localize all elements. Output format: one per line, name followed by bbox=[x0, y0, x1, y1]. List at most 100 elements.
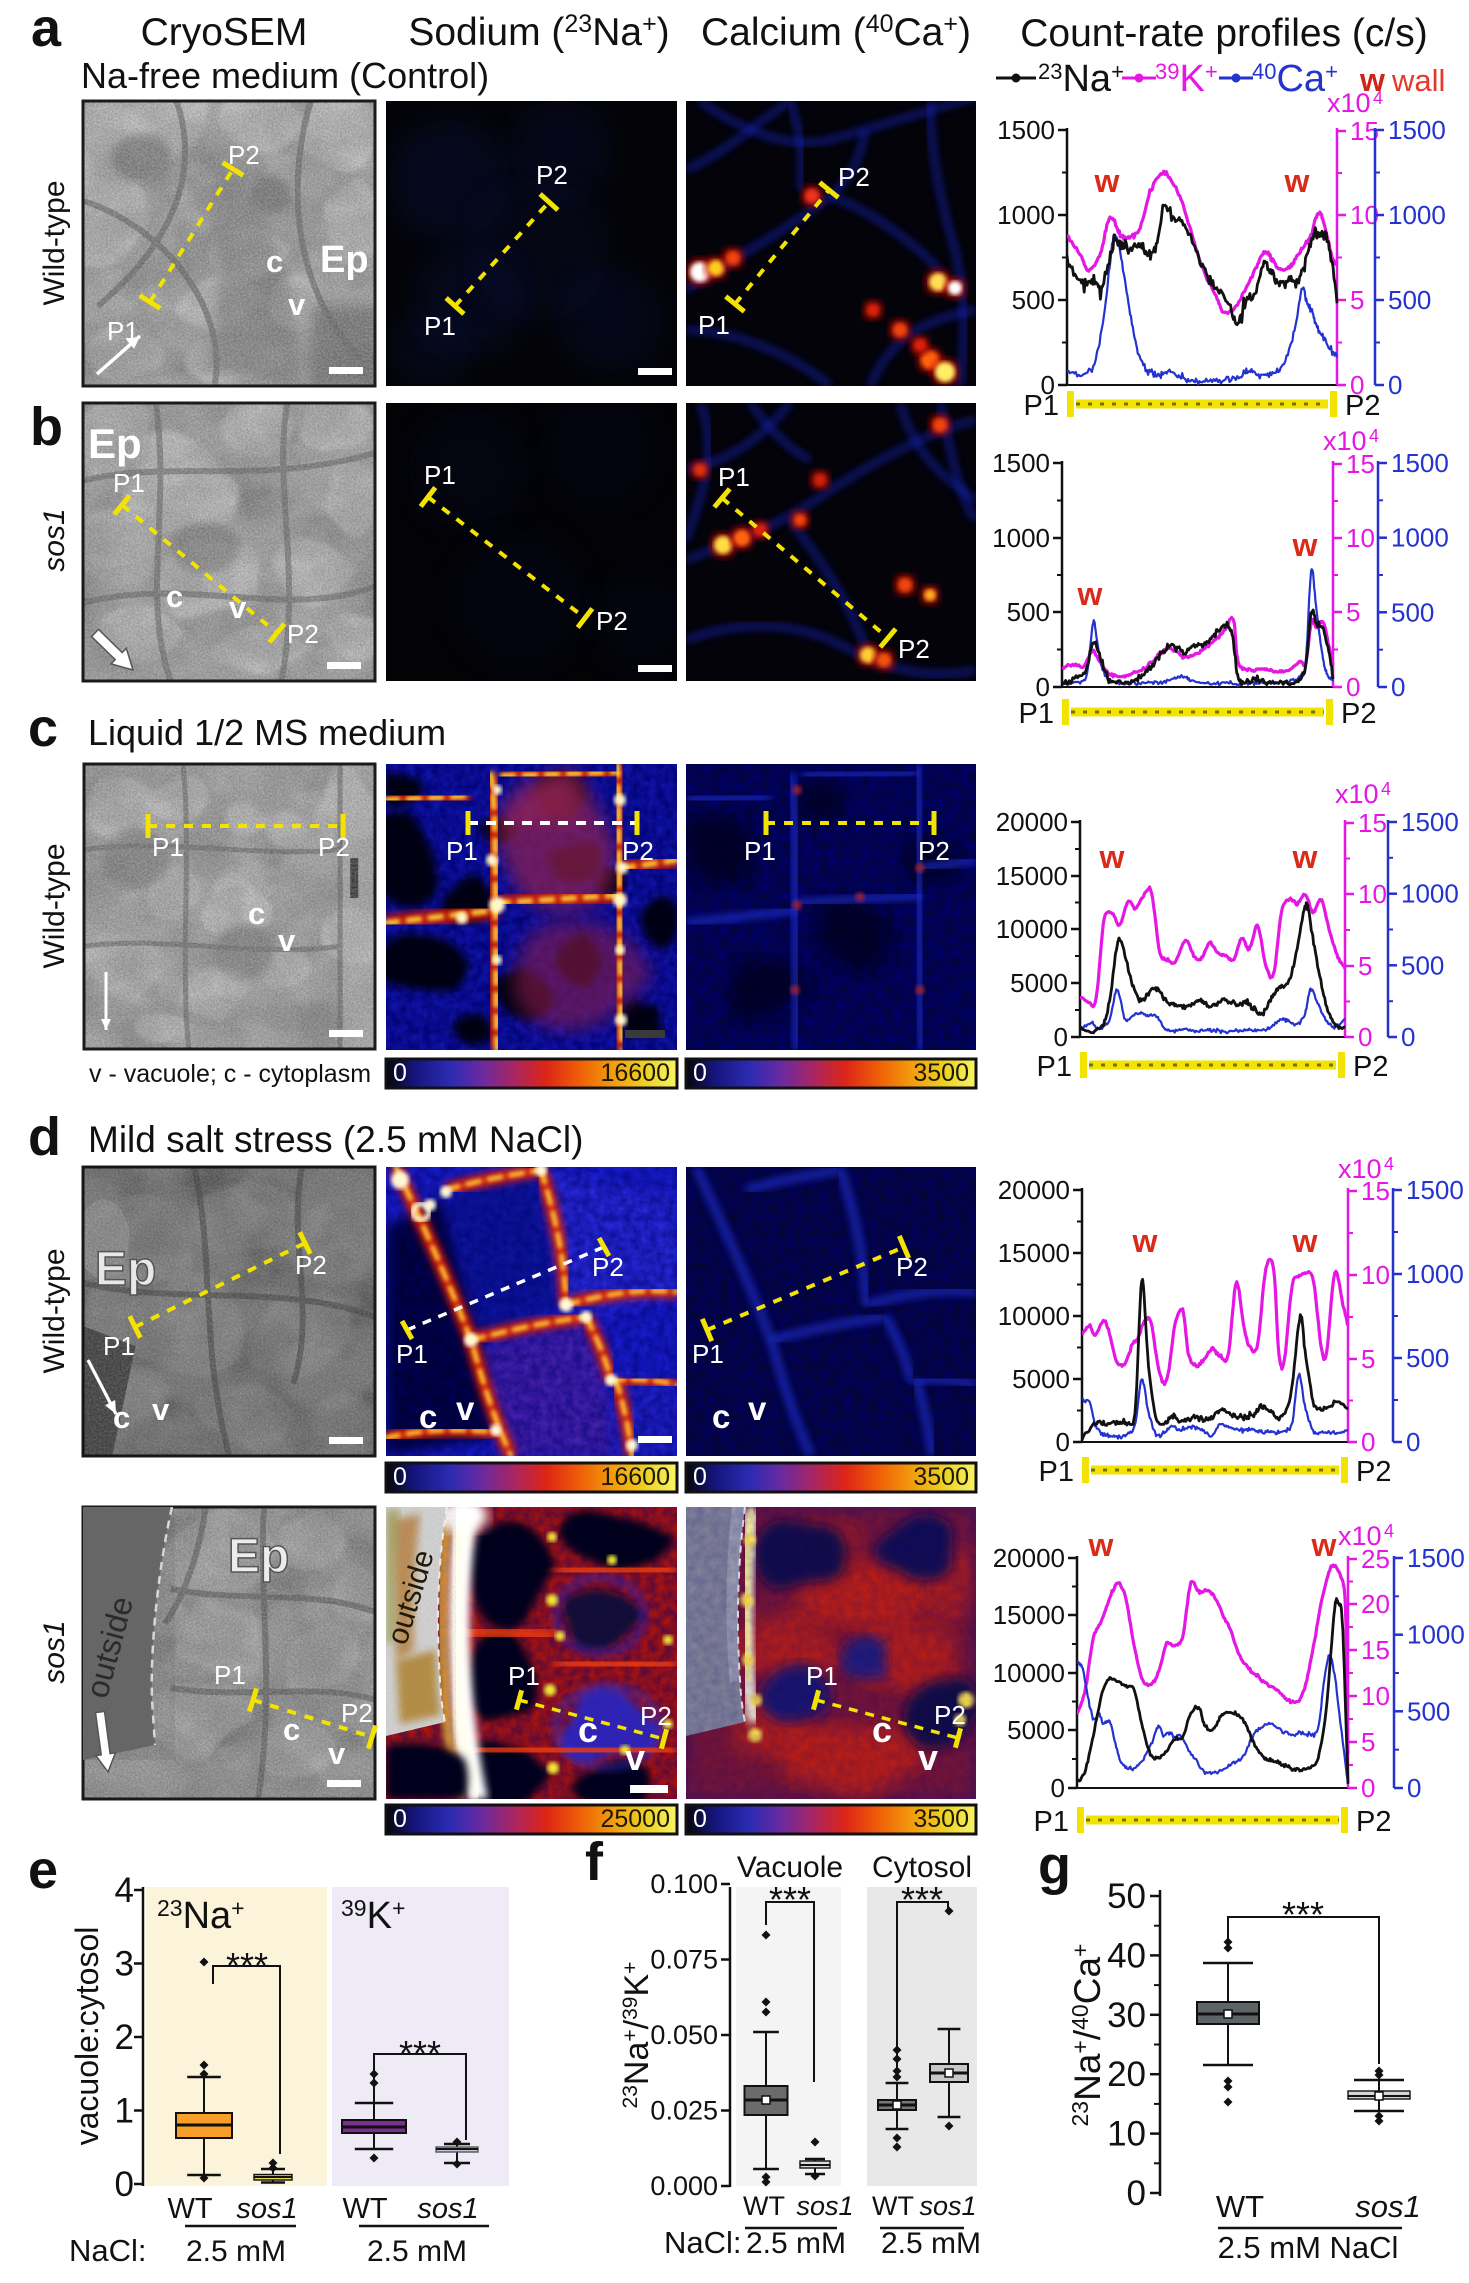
svg-text:Wild-type: Wild-type bbox=[38, 1248, 71, 1373]
svg-text:0: 0 bbox=[1391, 672, 1405, 702]
svg-text:Ep: Ep bbox=[88, 420, 142, 467]
svg-text:3500: 3500 bbox=[913, 1805, 969, 1833]
svg-text:0: 0 bbox=[1407, 1773, 1421, 1803]
svg-text:0: 0 bbox=[115, 2165, 134, 2204]
svg-text:2.5 mM NaCl: 2.5 mM NaCl bbox=[1218, 2230, 1399, 2265]
svg-text:10: 10 bbox=[1358, 879, 1387, 909]
svg-text:15: 15 bbox=[1346, 449, 1375, 479]
svg-text:P2: P2 bbox=[898, 634, 930, 664]
svg-text:Cytosol: Cytosol bbox=[872, 1851, 972, 1884]
svg-text:g: g bbox=[1038, 1836, 1071, 1896]
svg-text:0: 0 bbox=[1388, 370, 1402, 400]
svg-text:c: c bbox=[166, 579, 183, 614]
svg-text:1000: 1000 bbox=[1406, 1259, 1464, 1289]
svg-text:x10: x10 bbox=[1338, 1521, 1382, 1551]
svg-text:15000: 15000 bbox=[993, 1600, 1065, 1630]
svg-text:***: *** bbox=[399, 2033, 441, 2074]
svg-text:10: 10 bbox=[1346, 523, 1375, 553]
svg-text:w: w bbox=[1088, 1527, 1114, 1563]
svg-text:Wild-type: Wild-type bbox=[38, 843, 71, 968]
svg-text:Liquid 1/2 MS medium: Liquid 1/2 MS medium bbox=[88, 712, 446, 753]
svg-text:c: c bbox=[266, 244, 283, 279]
svg-text:5000: 5000 bbox=[1012, 1364, 1070, 1394]
svg-text:w: w bbox=[1077, 576, 1103, 612]
svg-text:39K+: 39K+ bbox=[1155, 58, 1218, 100]
svg-text:23Na+/39K+: 23Na+/39K+ bbox=[618, 1962, 656, 2109]
svg-text:3500: 3500 bbox=[913, 1463, 969, 1491]
svg-text:23Na+: 23Na+ bbox=[1038, 58, 1124, 100]
svg-text:sos1: sos1 bbox=[236, 2193, 297, 2225]
svg-text:v: v bbox=[152, 1392, 170, 1427]
svg-text:16600: 16600 bbox=[600, 1463, 670, 1491]
svg-text:d: d bbox=[28, 1107, 61, 1167]
svg-text:x10: x10 bbox=[1323, 426, 1367, 456]
svg-text:P1: P1 bbox=[1034, 1806, 1069, 1838]
svg-text:P1: P1 bbox=[698, 310, 730, 340]
svg-text:P2: P2 bbox=[934, 1700, 966, 1730]
svg-text:c: c bbox=[248, 896, 265, 931]
svg-text:0: 0 bbox=[1361, 1427, 1375, 1457]
svg-text:2.5 mM: 2.5 mM bbox=[186, 2235, 286, 2268]
svg-text:sos1: sos1 bbox=[38, 1620, 71, 1683]
svg-text:2.5 mM: 2.5 mM bbox=[367, 2235, 467, 2268]
svg-text:sos1: sos1 bbox=[796, 2191, 853, 2221]
svg-text:Calcium (40Ca+): Calcium (40Ca+) bbox=[701, 10, 971, 54]
svg-text:0: 0 bbox=[1346, 672, 1360, 702]
svg-text:15: 15 bbox=[1361, 1176, 1390, 1206]
svg-text:P2: P2 bbox=[1341, 698, 1376, 730]
svg-text:50: 50 bbox=[1107, 1877, 1146, 1916]
svg-text:1000: 1000 bbox=[997, 200, 1055, 230]
svg-text:x10: x10 bbox=[1327, 88, 1371, 118]
svg-text:P2: P2 bbox=[640, 1701, 672, 1731]
svg-text:P1: P1 bbox=[424, 460, 456, 490]
svg-text:c: c bbox=[578, 1709, 598, 1750]
svg-text:w: w bbox=[1094, 163, 1120, 199]
svg-text:WT: WT bbox=[167, 2193, 212, 2225]
svg-text:1500: 1500 bbox=[1407, 1543, 1465, 1573]
svg-text:P1: P1 bbox=[718, 462, 750, 492]
svg-text:P1: P1 bbox=[744, 836, 776, 866]
svg-text:P1: P1 bbox=[806, 1661, 838, 1691]
svg-text:P2: P2 bbox=[318, 832, 350, 862]
svg-text:40Ca+: 40Ca+ bbox=[1252, 58, 1338, 100]
svg-text:2.5 mM: 2.5 mM bbox=[881, 2227, 981, 2260]
svg-text:4: 4 bbox=[1373, 88, 1383, 108]
svg-text:***: *** bbox=[901, 1879, 943, 1920]
svg-text:0: 0 bbox=[1361, 1773, 1375, 1803]
svg-text:0.075: 0.075 bbox=[650, 1945, 718, 1975]
svg-text:Wild-type: Wild-type bbox=[38, 180, 71, 305]
svg-text:0.100: 0.100 bbox=[650, 1869, 718, 1899]
svg-text:w: w bbox=[1132, 1223, 1158, 1259]
svg-text:500: 500 bbox=[1007, 597, 1050, 627]
svg-text:500: 500 bbox=[1406, 1343, 1449, 1373]
svg-text:4: 4 bbox=[1384, 1154, 1394, 1174]
svg-text:w: w bbox=[1359, 62, 1385, 98]
svg-text:3: 3 bbox=[115, 1945, 134, 1984]
svg-text:v: v bbox=[328, 1736, 346, 1771]
svg-text:5: 5 bbox=[1346, 597, 1360, 627]
svg-text:P2: P2 bbox=[341, 1698, 373, 1728]
svg-text:5000: 5000 bbox=[1007, 1715, 1065, 1745]
svg-text:Vacuole: Vacuole bbox=[737, 1851, 843, 1884]
svg-text:5: 5 bbox=[1350, 285, 1364, 315]
svg-text:500: 500 bbox=[1391, 597, 1434, 627]
svg-text:4: 4 bbox=[1369, 426, 1379, 446]
svg-text:500: 500 bbox=[1407, 1696, 1450, 1726]
svg-text:P2: P2 bbox=[918, 836, 950, 866]
svg-text:P1: P1 bbox=[152, 832, 184, 862]
svg-text:1500: 1500 bbox=[992, 448, 1050, 478]
svg-text:10000: 10000 bbox=[998, 1301, 1070, 1331]
svg-text:39K+: 39K+ bbox=[341, 1895, 405, 1937]
svg-text:20: 20 bbox=[1107, 2055, 1146, 2094]
svg-text:WT: WT bbox=[872, 2191, 914, 2221]
svg-text:w: w bbox=[1311, 1527, 1337, 1563]
svg-text:vacuole:cytosol: vacuole:cytosol bbox=[69, 1927, 105, 2146]
svg-text:v: v bbox=[288, 287, 306, 322]
svg-text:***: *** bbox=[1282, 1894, 1324, 1935]
svg-text:0: 0 bbox=[1127, 2174, 1146, 2213]
svg-text:Ep: Ep bbox=[228, 1530, 289, 1583]
svg-text:4: 4 bbox=[1384, 1521, 1394, 1541]
svg-text:P2: P2 bbox=[295, 1250, 327, 1280]
svg-text:P1: P1 bbox=[103, 1331, 135, 1361]
svg-text:0.050: 0.050 bbox=[650, 2020, 718, 2050]
